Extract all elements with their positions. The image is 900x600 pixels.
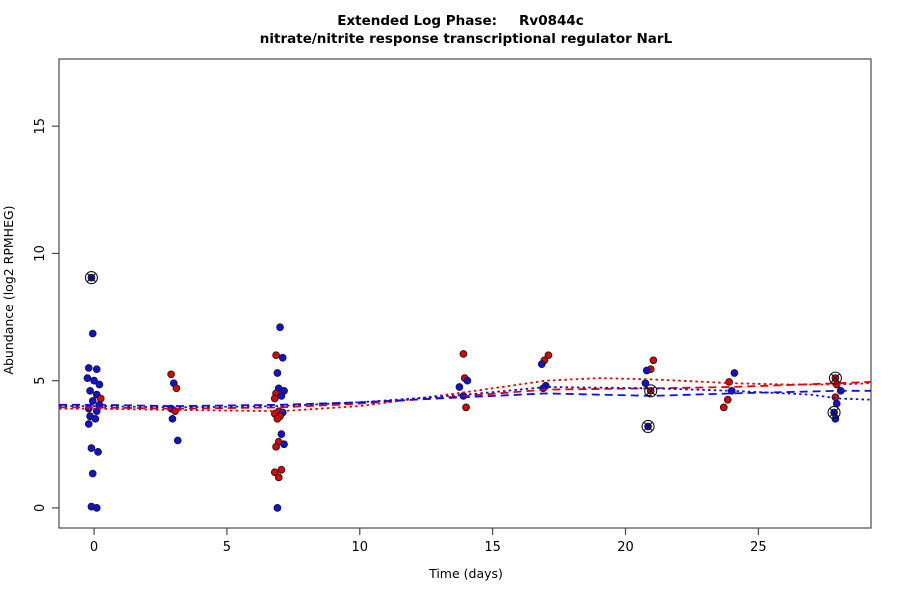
outlier-ring-icon [827,405,841,420]
data-point-blue [173,436,182,445]
data-point-red [272,351,280,360]
data-point-blue [280,440,288,449]
chart-subtitle: nitrate/nitrite response transcriptional… [260,31,673,47]
data-point-red [167,370,175,379]
data-point-red [274,473,283,482]
x-axis-label: Time (days) [428,566,503,581]
outlier-cross-icon [86,273,97,283]
data-point-blue [95,380,104,389]
trend-line-red-dashed-fit [59,381,872,410]
data-point-blue [83,374,92,382]
outlier-markers [84,271,842,434]
data-point-blue [273,504,282,512]
outlier-cross-icon [830,373,840,383]
trend-line-blue-dashed-fit [59,389,871,408]
outlier-cross-icon [646,386,656,396]
x-tick-label: 5 [223,540,231,555]
data-point-red [462,403,470,412]
outlier-marker [644,384,658,398]
data-point-blue [92,365,101,374]
data-point-blue [94,448,102,456]
x-tick-label: 10 [352,540,369,555]
outlier-ring-icon [84,271,98,285]
data-point-blue [455,383,464,391]
data-point-red [459,350,468,358]
data-point-blue [92,504,101,512]
outlier-marker [641,419,655,434]
outlier-cross-icon [829,407,839,418]
data-point-blue [90,376,98,385]
data-point-red [172,384,181,393]
data-point-blue [537,360,546,368]
data-point-blue [84,364,93,372]
data-point-blue [273,369,282,377]
data-point-red [544,351,553,360]
data-point-blue [91,414,100,423]
outlier-ring-icon [644,384,658,398]
trend-lines [59,377,872,413]
data-point-blue [463,376,472,385]
data-point-blue [168,414,177,423]
data-point-blue [642,366,651,375]
data-point-red [277,465,286,474]
x-tick-label: 0 [90,540,98,555]
y-tick-label: 0 [33,504,48,512]
data-point-red [719,403,728,412]
y-tick-label: 15 [33,118,48,135]
data-point-blue [277,430,286,438]
outlier-ring-icon [641,419,655,434]
data-point-blue [88,397,97,405]
y-tick-label: 10 [33,245,48,262]
y-axis-label: Abundance (log2 RPMHEG) [1,205,16,374]
data-point-blue [276,323,284,332]
data-point-red [725,378,733,386]
data-point-red [270,468,279,477]
outlier-cross-icon [643,421,653,432]
outlier-ring-icon [828,371,842,385]
data-point-blue [277,392,286,400]
scatter-points [83,273,845,512]
axes: 0 5 10 15 20 25 0 5 10 15 [33,58,872,555]
data-point-blue [730,369,739,377]
data-point-red [831,393,840,402]
outlier-marker [84,271,98,285]
data-point-blue [88,469,97,478]
data-point-blue [87,444,96,452]
data-point-blue [84,420,93,428]
y-tick-label: 5 [33,377,48,385]
outlier-marker [827,405,841,420]
chart-title-left: Extended Log Phase: [337,13,497,29]
data-point-red [270,394,279,403]
x-tick-label: 15 [484,540,501,555]
x-tick-label: 20 [617,540,634,555]
chart-title-gene-id: Rv0844c [519,13,584,29]
data-point-red [272,442,280,451]
data-point-blue [88,329,97,338]
data-point-red [723,395,732,404]
x-tick-label: 25 [750,540,767,555]
data-point-red [273,414,282,423]
data-point-red [649,356,658,365]
data-point-red [96,394,105,403]
trend-line-red-dotted-fit [59,377,872,413]
data-point-blue [86,386,94,395]
plot-box [58,58,872,529]
data-point-blue [278,353,287,362]
outlier-marker [828,371,842,385]
